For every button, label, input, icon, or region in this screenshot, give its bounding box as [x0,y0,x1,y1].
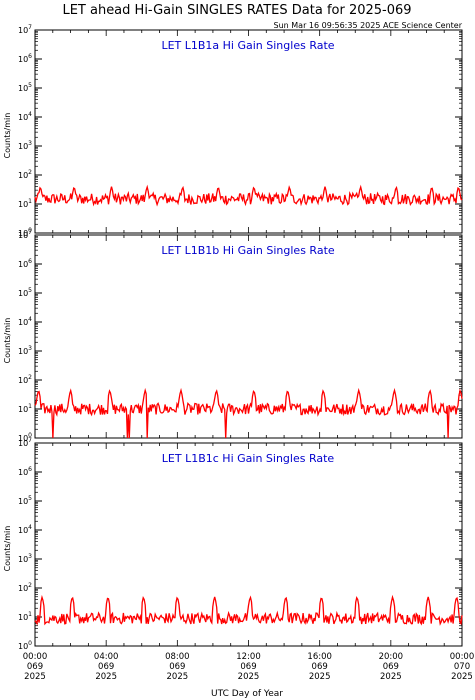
panel-2: 100 101 102 103 104 105 106 107 Counts/min LET L1… [3,229,463,443]
svg-text:070: 070 [454,662,470,672]
svg-text:00:00: 00:00 [23,652,48,662]
y-tick-label: 105 [18,495,32,506]
y-tick-label: 104 [18,524,32,535]
figure-title: LET ahead Hi-Gain SINGLES RATES Data for… [62,3,411,18]
panel-title: LET L1B1c Hi Gain Singles Rate [162,452,335,465]
y-tick-label: 107 [18,24,32,35]
svg-text:2025: 2025 [238,672,260,682]
svg-text:12:00: 12:00 [236,652,261,662]
svg-text:069: 069 [169,662,185,672]
svg-text:069: 069 [98,662,114,672]
y-tick-label: 107 [18,437,32,448]
y-tick-label: 103 [18,553,32,564]
timestamp: Sun Mar 16 09:56:35 2025 ACE Science Cen… [274,21,463,30]
y-tick-label: 104 [18,316,32,327]
series-line [34,594,463,626]
panel-title: LET L1B1b Hi Gain Singles Rate [161,244,335,257]
y-tick-label: 107 [18,229,32,240]
y-tick-label: 102 [18,374,32,385]
series-line [34,184,463,207]
panel-3: 100 101 102 103 104 105 106 107 Counts/min LET L1… [3,437,463,651]
svg-text:2025: 2025 [95,672,117,682]
series-line [34,387,463,439]
x-axis: 00:00069202504:00069202508:00069202512:0… [23,652,475,682]
y-tick-label: 101 [18,611,32,622]
svg-text:00:00: 00:00 [450,652,475,662]
svg-text:08:00: 08:00 [165,652,190,662]
svg-text:2025: 2025 [167,672,189,682]
y-tick-label: 103 [18,140,32,151]
svg-text:069: 069 [27,662,43,672]
svg-text:04:00: 04:00 [94,652,119,662]
svg-text:2025: 2025 [309,672,331,682]
svg-text:2025: 2025 [24,672,46,682]
y-axis-label: Counts/min [3,526,12,572]
y-tick-label: 100 [18,227,32,238]
x-axis-label: UTC Day of Year [211,689,283,699]
svg-text:20:00: 20:00 [379,652,404,662]
svg-text:069: 069 [312,662,328,672]
y-tick-label: 101 [18,403,32,414]
y-tick-label: 103 [18,345,32,356]
y-tick-label: 106 [18,258,32,269]
svg-text:2025: 2025 [451,672,473,682]
y-tick-label: 100 [18,640,32,651]
y-tick-label: 102 [18,582,32,593]
y-tick-label: 104 [18,111,32,122]
y-tick-label: 100 [18,432,32,443]
svg-text:069: 069 [240,662,256,672]
svg-text:069: 069 [383,662,399,672]
y-axis-label: Counts/min [3,318,12,364]
svg-text:16:00: 16:00 [307,652,332,662]
panel-1: 100 101 102 103 104 105 106 107 Counts/min LET L1… [3,24,463,238]
y-axis-label: Counts/min [3,113,12,159]
panels: 100 101 102 103 104 105 106 107 Counts/min LET L1… [3,24,463,651]
y-tick-label: 102 [18,169,32,180]
y-tick-label: 105 [18,82,32,93]
y-tick-label: 105 [18,287,32,298]
y-tick-label: 101 [18,198,32,209]
svg-text:2025: 2025 [380,672,402,682]
y-tick-label: 106 [18,466,32,477]
y-tick-label: 106 [18,53,32,64]
panel-title: LET L1B1a Hi Gain Singles Rate [161,39,334,52]
